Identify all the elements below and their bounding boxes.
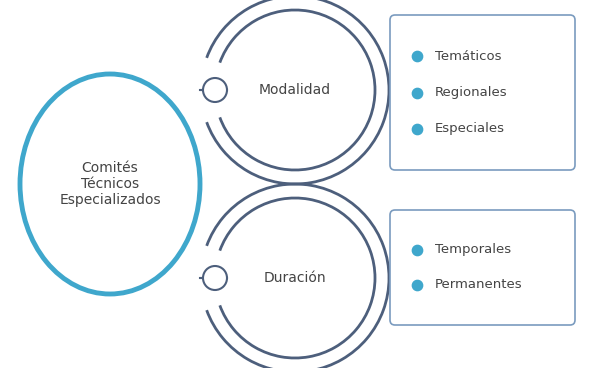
- Circle shape: [203, 266, 227, 290]
- FancyBboxPatch shape: [390, 210, 575, 325]
- Text: Regionales: Regionales: [435, 86, 508, 99]
- Point: [412, 247, 422, 253]
- Text: Temporales: Temporales: [435, 244, 511, 256]
- Text: Modalidad: Modalidad: [259, 83, 331, 97]
- Point: [412, 53, 422, 59]
- Circle shape: [203, 78, 227, 102]
- Text: Comités
Técnicos
Especializados: Comités Técnicos Especializados: [59, 161, 161, 207]
- Point: [412, 89, 422, 95]
- Text: Duración: Duración: [264, 271, 326, 285]
- FancyBboxPatch shape: [390, 15, 575, 170]
- Text: Temáticos: Temáticos: [435, 50, 502, 63]
- Point: [412, 282, 422, 288]
- Text: Especiales: Especiales: [435, 122, 505, 135]
- Text: Permanentes: Permanentes: [435, 279, 523, 291]
- Point: [412, 126, 422, 132]
